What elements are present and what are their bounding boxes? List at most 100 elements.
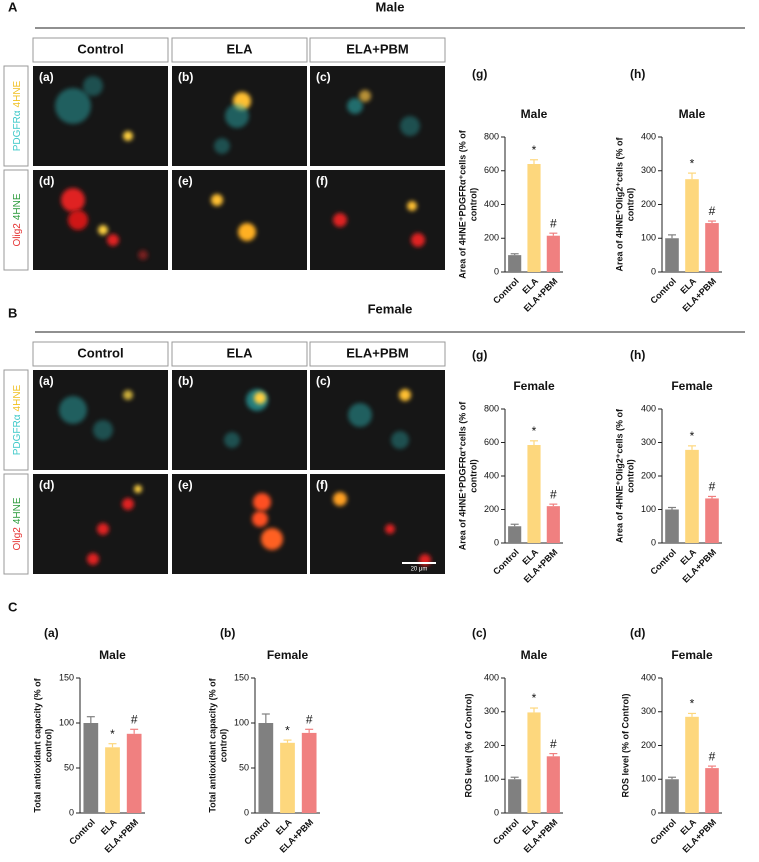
error-bar — [668, 234, 676, 239]
panel-letter: (f) — [316, 478, 328, 492]
y-tick-label: 100 — [641, 504, 656, 514]
y-tick-label: 200 — [641, 740, 656, 750]
cell-signal — [391, 431, 409, 449]
chart-title: Female — [267, 648, 309, 662]
panel-letter: (a) — [39, 70, 54, 84]
bar — [685, 179, 699, 272]
y-tick-label: 400 — [484, 470, 499, 480]
y-axis-label: Area of 4HNE⁺Olig2⁺cells (% of — [614, 136, 624, 271]
x-tick-label: Control — [491, 817, 521, 847]
cell-signal — [98, 225, 108, 235]
bar — [508, 255, 522, 272]
bar — [546, 506, 560, 543]
row-label-box — [3, 169, 29, 271]
cell-signal — [55, 88, 91, 124]
panel-label: (b) — [220, 626, 235, 640]
micrograph-bg — [310, 66, 445, 166]
bar — [705, 768, 719, 813]
error-bar — [688, 712, 696, 717]
bar — [685, 716, 699, 813]
error-bar — [530, 707, 538, 713]
chart-title: Female — [513, 379, 555, 393]
micrograph: (c) — [310, 66, 445, 166]
chart-title: Male — [99, 648, 126, 662]
cell-signal — [348, 403, 372, 427]
error-bar — [549, 232, 558, 236]
micrograph-bg — [172, 474, 307, 574]
y-tick-label: 50 — [64, 762, 74, 772]
y-tick-label: 50 — [239, 762, 249, 772]
micrograph: (d) — [33, 170, 168, 270]
panel-label: (g) — [472, 348, 487, 362]
cell-signal — [61, 188, 85, 212]
cell-signal — [122, 498, 134, 510]
bar — [126, 733, 142, 813]
cell-signal — [238, 223, 256, 241]
y-axis-label: Total antioxidant capacity (% of — [32, 677, 42, 812]
cell-signal — [123, 390, 133, 400]
row-label: PDGFRα 4HNE — [12, 384, 23, 455]
bar — [705, 498, 719, 543]
stain-name: 4HNE — [12, 384, 23, 411]
stain-name: 4HNE — [12, 80, 23, 107]
x-tick-label: Control — [648, 817, 678, 847]
y-tick-label: 200 — [484, 504, 499, 514]
column-header-box — [171, 37, 308, 63]
y-tick-label: 0 — [651, 537, 656, 547]
stain-name: PDGFRα — [12, 110, 23, 151]
x-tick-label: Control — [491, 276, 521, 306]
y-tick-label: 100 — [641, 233, 656, 243]
y-tick-label: 100 — [59, 717, 74, 727]
error-bar — [668, 776, 676, 780]
significance-mark: * — [690, 156, 695, 170]
section-letter: A — [8, 0, 18, 14]
cell-signal — [83, 76, 103, 96]
error-bar — [549, 503, 558, 507]
micrograph: (f) — [310, 474, 445, 574]
scale-bar-label: 20 μm — [411, 567, 428, 573]
y-tick-label: 400 — [641, 672, 656, 682]
y-tick-label: 400 — [641, 131, 656, 141]
cell-signal — [252, 511, 268, 527]
y-axis-label: ROS level (% of Control) — [620, 693, 630, 797]
stain-name: 4HNE — [12, 497, 23, 524]
cell-signal — [333, 213, 347, 227]
panel-letter: (b) — [178, 374, 193, 388]
micrograph: (f) — [310, 170, 445, 270]
micrograph: (e) — [172, 474, 307, 574]
y-tick-label: 600 — [484, 165, 499, 175]
cell-signal — [347, 98, 363, 114]
micrograph-bg — [310, 370, 445, 470]
micrograph: (b) — [172, 370, 307, 470]
bar — [508, 526, 522, 543]
column-header: ELA — [227, 345, 254, 360]
cell-signal — [419, 554, 431, 566]
y-tick-label: 0 — [651, 266, 656, 276]
error-bar — [708, 220, 716, 224]
x-tick-label: Control — [648, 547, 678, 577]
panel-letter: (a) — [39, 374, 54, 388]
bar — [83, 723, 99, 813]
cell-signal — [123, 131, 133, 141]
bar — [105, 747, 120, 813]
panel-label: (g) — [472, 67, 487, 81]
panel-label: (h) — [630, 348, 645, 362]
micrograph: (a) — [33, 66, 168, 166]
cell-signal — [253, 493, 271, 511]
y-axis-label: ROS level (% of Control) — [463, 693, 473, 797]
error-bar — [510, 253, 519, 256]
y-tick-label: 800 — [484, 403, 499, 413]
cell-signal — [211, 194, 223, 206]
stain-name: Olig2 — [12, 223, 23, 247]
row-label: Olig2 4HNE — [12, 193, 23, 246]
cell-signal — [359, 90, 371, 102]
error-bar — [261, 713, 270, 723]
y-tick-label: 0 — [494, 266, 499, 276]
column-header-box — [309, 37, 446, 63]
bar — [508, 779, 522, 813]
column-header: ELA+PBM — [346, 41, 408, 56]
y-tick-label: 150 — [234, 672, 249, 682]
y-tick-label: 200 — [484, 740, 499, 750]
bar — [685, 449, 699, 543]
y-tick-label: 0 — [244, 807, 249, 817]
